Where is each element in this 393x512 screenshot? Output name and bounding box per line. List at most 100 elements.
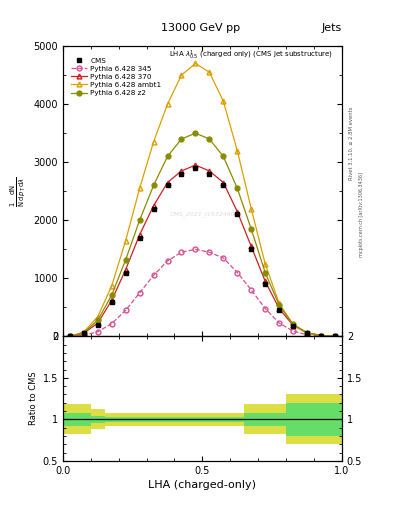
CMS xyxy=(305,330,309,336)
Pythia 6.428 ambt1 xyxy=(95,313,100,319)
Pythia 6.428 z2 xyxy=(319,332,323,338)
Pythia 6.428 z2 xyxy=(137,217,142,223)
Pythia 6.428 370 xyxy=(179,168,184,174)
Text: 13000 GeV pp: 13000 GeV pp xyxy=(161,23,240,33)
Pythia 6.428 ambt1 xyxy=(221,98,226,104)
Line: Pythia 6.428 345: Pythia 6.428 345 xyxy=(68,247,337,339)
Text: Jets: Jets xyxy=(321,23,342,33)
Pythia 6.428 345 xyxy=(332,333,337,339)
Pythia 6.428 345 xyxy=(193,246,198,252)
Pythia 6.428 ambt1 xyxy=(137,185,142,191)
Pythia 6.428 345 xyxy=(95,329,100,335)
Pythia 6.428 345 xyxy=(109,321,114,327)
Pythia 6.428 ambt1 xyxy=(305,330,309,336)
CMS xyxy=(277,307,281,313)
Line: Pythia 6.428 z2: Pythia 6.428 z2 xyxy=(68,131,337,339)
Pythia 6.428 ambt1 xyxy=(151,139,156,145)
Pythia 6.428 345 xyxy=(319,333,323,339)
CMS xyxy=(193,165,198,171)
CMS xyxy=(207,170,212,177)
Pythia 6.428 z2 xyxy=(165,153,170,159)
Pythia 6.428 370 xyxy=(109,297,114,304)
Pythia 6.428 ambt1 xyxy=(291,322,296,328)
CMS xyxy=(165,182,170,188)
Text: mcplots.cern.ch [arXiv:1306.3436]: mcplots.cern.ch [arXiv:1306.3436] xyxy=(359,173,364,258)
Pythia 6.428 370 xyxy=(165,179,170,185)
Y-axis label: Ratio to CMS: Ratio to CMS xyxy=(29,372,39,425)
Pythia 6.428 z2 xyxy=(235,185,240,191)
Text: LHA $\lambda^{1}_{0.5}$ (charged only) (CMS jet substructure): LHA $\lambda^{1}_{0.5}$ (charged only) (… xyxy=(169,49,334,62)
CMS xyxy=(332,333,337,339)
Pythia 6.428 ambt1 xyxy=(109,283,114,289)
Text: CMS_2021_I1932460: CMS_2021_I1932460 xyxy=(169,211,235,217)
Pythia 6.428 z2 xyxy=(95,317,100,323)
Pythia 6.428 z2 xyxy=(68,333,72,339)
Pythia 6.428 345 xyxy=(277,320,281,326)
Pythia 6.428 z2 xyxy=(249,226,253,232)
Pythia 6.428 345 xyxy=(151,272,156,279)
Pythia 6.428 370 xyxy=(193,162,198,168)
Text: Rivet 3.1.10, ≥ 2.8M events: Rivet 3.1.10, ≥ 2.8M events xyxy=(349,106,354,180)
Pythia 6.428 370 xyxy=(137,232,142,238)
Pythia 6.428 345 xyxy=(123,307,128,313)
Pythia 6.428 z2 xyxy=(332,333,337,339)
Pythia 6.428 370 xyxy=(221,179,226,185)
CMS xyxy=(319,332,323,338)
Pythia 6.428 z2 xyxy=(193,130,198,136)
CMS xyxy=(151,206,156,212)
Legend: CMS, Pythia 6.428 345, Pythia 6.428 370, Pythia 6.428 ambt1, Pythia 6.428 z2: CMS, Pythia 6.428 345, Pythia 6.428 370,… xyxy=(68,55,164,99)
CMS xyxy=(263,281,268,287)
CMS xyxy=(123,269,128,275)
Pythia 6.428 345 xyxy=(81,332,86,338)
Pythia 6.428 ambt1 xyxy=(68,333,72,339)
Pythia 6.428 370 xyxy=(332,333,337,339)
Pythia 6.428 z2 xyxy=(179,136,184,142)
Pythia 6.428 ambt1 xyxy=(277,300,281,306)
Pythia 6.428 ambt1 xyxy=(207,69,212,75)
Pythia 6.428 345 xyxy=(165,258,170,264)
Pythia 6.428 370 xyxy=(95,320,100,326)
Pythia 6.428 345 xyxy=(305,332,309,338)
Pythia 6.428 z2 xyxy=(123,257,128,263)
Y-axis label: $\frac{1}{\mathrm{N}}\frac{\mathrm{d}\mathrm{N}}{\mathrm{d}\,p_T\,\mathrm{d}\lam: $\frac{1}{\mathrm{N}}\frac{\mathrm{d}\ma… xyxy=(9,176,28,206)
Pythia 6.428 z2 xyxy=(151,182,156,188)
Pythia 6.428 345 xyxy=(137,290,142,296)
CMS xyxy=(81,330,86,336)
CMS xyxy=(221,182,226,188)
Pythia 6.428 370 xyxy=(207,168,212,174)
Pythia 6.428 ambt1 xyxy=(263,261,268,267)
Pythia 6.428 345 xyxy=(235,269,240,275)
Pythia 6.428 370 xyxy=(81,330,86,336)
CMS xyxy=(68,333,72,339)
Line: Pythia 6.428 ambt1: Pythia 6.428 ambt1 xyxy=(68,61,337,339)
Pythia 6.428 ambt1 xyxy=(319,333,323,339)
Pythia 6.428 345 xyxy=(68,333,72,339)
Pythia 6.428 345 xyxy=(179,249,184,255)
CMS xyxy=(291,323,296,329)
Pythia 6.428 345 xyxy=(207,249,212,255)
CMS xyxy=(235,211,240,218)
Pythia 6.428 345 xyxy=(291,328,296,334)
Pythia 6.428 ambt1 xyxy=(123,238,128,244)
Line: Pythia 6.428 370: Pythia 6.428 370 xyxy=(68,163,337,339)
Pythia 6.428 345 xyxy=(249,287,253,293)
Pythia 6.428 345 xyxy=(221,255,226,261)
Pythia 6.428 ambt1 xyxy=(179,72,184,78)
Pythia 6.428 370 xyxy=(277,306,281,312)
Pythia 6.428 ambt1 xyxy=(81,329,86,335)
Pythia 6.428 z2 xyxy=(263,269,268,275)
X-axis label: LHA (charged-only): LHA (charged-only) xyxy=(149,480,256,490)
Pythia 6.428 z2 xyxy=(81,330,86,336)
Pythia 6.428 z2 xyxy=(109,292,114,298)
Pythia 6.428 ambt1 xyxy=(165,101,170,107)
CMS xyxy=(109,298,114,305)
Pythia 6.428 370 xyxy=(235,208,240,215)
Pythia 6.428 z2 xyxy=(277,302,281,308)
CMS xyxy=(95,322,100,328)
Pythia 6.428 370 xyxy=(291,322,296,328)
Pythia 6.428 ambt1 xyxy=(235,147,240,154)
CMS xyxy=(249,246,253,252)
Pythia 6.428 370 xyxy=(319,332,323,338)
Pythia 6.428 370 xyxy=(68,333,72,339)
Pythia 6.428 370 xyxy=(263,278,268,284)
